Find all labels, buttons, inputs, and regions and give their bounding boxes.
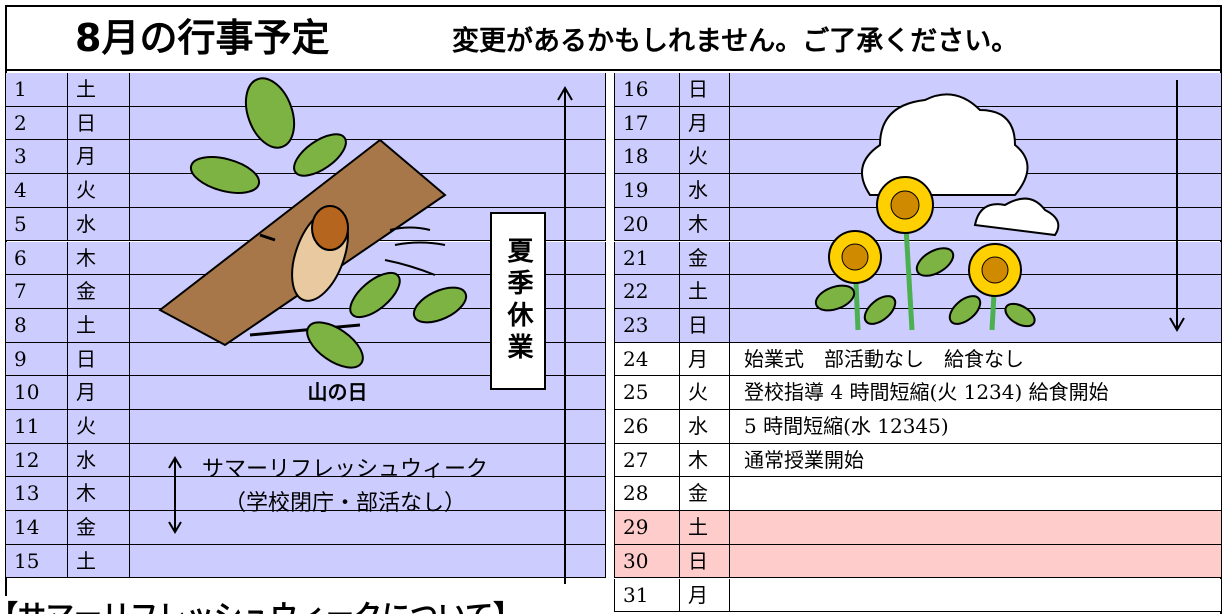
weekday-cell: 水 [68,443,130,478]
date-cell: 15 [5,544,68,579]
date-cell: 11 [5,410,68,444]
date-cell: 27 [614,443,680,478]
weekday-cell: 土 [68,73,130,107]
event-cell [130,140,606,175]
refresh-week-note: （学校閉庁・部活なし） [223,491,466,516]
weekday-cell: 水 [680,174,730,208]
event-cell [730,544,1222,579]
date-cell: 19 [614,174,680,208]
event-cell [130,174,606,208]
weekday-cell: 木 [680,207,730,242]
weekday-cell: 月 [680,342,730,377]
weekday-cell: 火 [680,376,730,410]
weekday-cell: 火 [68,174,130,208]
event-cell [130,544,606,579]
weekday-cell: 月 [68,376,130,410]
weekday-cell: 日 [68,342,130,377]
date-cell: 26 [614,410,680,444]
weekday-cell: 日 [680,73,730,107]
weekday-cell: 月 [68,140,130,175]
footer-heading: 【サマーリフレッシュウィークについて】 [0,596,522,614]
event-cell [130,511,606,545]
event-cell [730,106,1222,141]
weekday-cell: 土 [680,275,730,309]
date-cell: 24 [614,342,680,377]
date-cell: 16 [614,73,680,107]
event-cell [730,241,1222,276]
weekday-cell: 金 [680,241,730,276]
date-cell: 2 [5,106,68,141]
date-cell: 10 [5,376,68,410]
date-cell: 29 [614,511,680,545]
event-cell [130,73,606,107]
date-cell: 22 [614,275,680,309]
weekday-cell: 日 [680,544,730,579]
date-cell: 7 [5,275,68,309]
date-cell: 14 [5,511,68,545]
date-cell: 3 [5,140,68,175]
weekday-cell: 木 [680,443,730,478]
title: 8月の行事予定 [75,16,330,60]
date-cell: 9 [5,342,68,377]
event-cell [130,443,606,478]
event-cell [730,477,1222,512]
refresh-week-title: サマーリフレッシュウィーク [201,457,488,482]
date-cell: 31 [614,578,680,613]
event-cell [130,477,606,512]
date-cell: 12 [5,443,68,478]
event-cell [130,410,606,444]
weekday-cell: 土 [68,544,130,579]
notice: 変更があるかもしれません。ご了承ください。 [452,26,1019,57]
date-cell: 20 [614,207,680,242]
weekday-cell: 日 [68,106,130,141]
date-cell: 25 [614,376,680,410]
date-cell: 6 [5,241,68,276]
date-cell: 18 [614,140,680,175]
date-cell: 30 [614,544,680,579]
date-cell: 21 [614,241,680,276]
title-row [5,5,1222,71]
date-cell: 28 [614,477,680,512]
weekday-cell: 木 [68,477,130,512]
weekday-cell: 土 [680,511,730,545]
event-cell: 通常授業開始 [730,443,1222,478]
event-cell [730,73,1222,107]
weekday-cell: 火 [68,410,130,444]
weekday-cell: 月 [680,106,730,141]
weekday-cell: 土 [68,308,130,343]
event-cell [730,578,1222,613]
weekday-cell: 木 [68,241,130,276]
date-cell: 13 [5,477,68,512]
date-cell: 17 [614,106,680,141]
weekday-cell: 月 [680,578,730,613]
date-cell: 4 [5,174,68,208]
date-cell: 5 [5,207,68,242]
date-cell: 8 [5,308,68,343]
weekday-cell: 水 [68,207,130,242]
event-cell [130,106,606,141]
event-cell [730,207,1222,242]
event-cell: 始業式 部活動なし 給食なし [730,342,1222,377]
event-cell [730,174,1222,208]
weekday-cell: 火 [680,140,730,175]
weekday-cell: 金 [68,275,130,309]
weekday-cell: 金 [680,477,730,512]
date-cell: 1 [5,73,68,107]
summer-break-label: 夏季休業 [490,212,546,390]
event-cell [730,275,1222,309]
weekday-cell: 金 [68,511,130,545]
event-cell [730,511,1222,545]
weekday-cell: 日 [680,308,730,343]
event-cell [730,140,1222,175]
weekday-cell: 水 [680,410,730,444]
event-cell: 5 時間短縮(水 12345) [730,410,1222,444]
date-cell: 23 [614,308,680,343]
event-cell: 登校指導 4 時間短縮(火 1234) 給食開始 [730,376,1222,410]
event-cell [730,308,1222,343]
